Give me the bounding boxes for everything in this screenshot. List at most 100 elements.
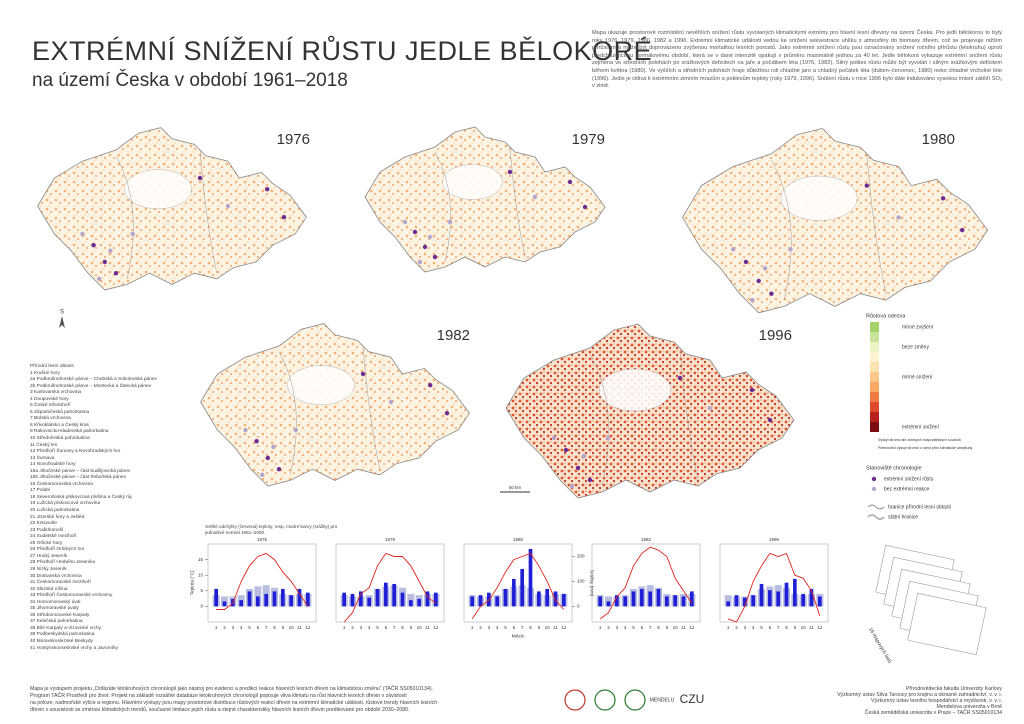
precip-bar [350, 593, 355, 607]
region-item: 5 České středohoří [30, 403, 71, 409]
x-tick-label: 10 [673, 625, 679, 630]
precip-bar [434, 592, 438, 607]
x-tick-label: 4 [368, 625, 371, 630]
lowland-area [287, 365, 355, 406]
x-tick-label: 11 [809, 625, 814, 630]
legend-label: bez extrémní reakce [884, 486, 930, 492]
chronology-site [428, 383, 433, 388]
chronology-site [225, 203, 231, 209]
lowland-area [442, 164, 503, 200]
chronology-site [756, 278, 761, 284]
footer-line: na poloze, nadmořské výšce a regionu. Hl… [30, 700, 438, 706]
subtitle: na území Česka v období 1961–2018 [32, 70, 348, 91]
chronology-site [402, 219, 408, 225]
precip-bar [306, 592, 310, 607]
x-tick-label: 4 [240, 625, 243, 630]
precip-bar [690, 591, 694, 607]
panel-frame [591, 543, 701, 623]
y-tick-label: 15 [198, 557, 204, 562]
precip-bar [264, 593, 268, 607]
x-tick-label: 3 [232, 625, 235, 630]
x-tick-label: 9 [282, 625, 285, 630]
legend-note: Potenciální výskyt stromu v rámci jeho k… [878, 446, 972, 450]
map [505, 323, 795, 499]
x-tick-label: 5 [760, 625, 763, 630]
region-item: 19 Lužická pískovcová vrchovina [30, 501, 101, 507]
region-item: 30 Drahanská vrchovina [30, 573, 82, 579]
y-tick-label: 0 [200, 604, 203, 609]
x-tick-label: 8 [657, 625, 660, 630]
x-tick-label: 8 [785, 625, 788, 630]
region-item: 23 Podkrkonoší [30, 527, 64, 533]
region-item: 21 Jizerské hory a Ještěd [30, 514, 85, 520]
map [200, 323, 470, 487]
chronology-site [427, 234, 433, 240]
chronology-site [97, 276, 102, 281]
logo-text: MENDELU [650, 697, 675, 703]
precip-bar [409, 600, 413, 607]
climate-note: Světlé odchylky (červená) teploty, resp.… [205, 524, 338, 535]
x-tick-label: 11 [297, 625, 302, 630]
region-item: 24 Sudetské mezihoří [30, 534, 77, 540]
map-year: 1982 [437, 327, 470, 344]
x-tick-label: 5 [248, 625, 251, 630]
country-shape [681, 127, 989, 314]
precip-bar [681, 596, 686, 607]
map-year: 1979 [572, 131, 605, 148]
x-tick-label: 10 [289, 625, 295, 630]
precip-bar [375, 588, 380, 607]
region-item: 8 Křivoklátsko a Český kras [30, 422, 89, 428]
region-item: 27 Hrubý Jeseník [30, 553, 68, 559]
precip-bar [743, 597, 747, 607]
chronology-site [507, 169, 513, 175]
chronology-site [243, 427, 248, 433]
region-item: 31 Českomoravské mezihoří [30, 580, 91, 586]
x-axis-label: Měsíc [512, 633, 525, 639]
region-item: 20 Lužická pahorkatina [30, 508, 80, 514]
x-tick-label: 1 [599, 625, 602, 630]
x-tick-label: 5 [376, 625, 379, 630]
temperature-line [216, 552, 309, 610]
x-tick-label: 1 [471, 625, 474, 630]
precip-bar [289, 595, 293, 607]
map-year: 1976 [277, 131, 310, 148]
region-item: 4 Doupovské hory [30, 396, 69, 402]
precip-bar [392, 583, 396, 607]
footer-line: Výzkumný ústav Silva Taroucy pro krajinu… [837, 692, 1002, 698]
precip-bar [537, 591, 541, 607]
x-tick-label: 6 [385, 625, 388, 630]
region-item: 14 Novohradské hory [30, 462, 76, 468]
panel-year: 1976 [257, 537, 268, 542]
precip-bar [606, 601, 611, 607]
x-tick-label: 3 [488, 625, 491, 630]
region-item: 2a Podkrušnohorské pánve – Chebská a Sok… [30, 377, 157, 383]
x-tick-label: 7 [521, 625, 524, 630]
chronology-site [581, 453, 587, 459]
x-tick-label: 6 [513, 625, 516, 630]
legend-label: hranice přírodní lesní oblasti [888, 504, 951, 510]
temperature-line [471, 552, 565, 620]
precip-bar [623, 596, 627, 607]
region-item: 32 Slezská nížina [30, 586, 68, 592]
overview-label: 16 mapových listů [867, 626, 893, 664]
legend-line [867, 504, 885, 510]
panel-frame [207, 543, 317, 623]
map [364, 126, 606, 273]
precip-bar [784, 582, 789, 607]
x-tick-label: 10 [417, 625, 423, 630]
precip-bar [256, 596, 260, 607]
x-tick-label: 5 [632, 625, 635, 630]
precip-bar [512, 578, 516, 607]
chronology-site [130, 231, 135, 237]
region-item: 6 Západočeská pahorkatina [30, 409, 90, 415]
region-item: 26 Předhoří Orlických hor [30, 547, 85, 553]
map-year: 1996 [759, 327, 792, 344]
footer-line: Česká zemědělská univerzita v Praze – TA… [864, 710, 1002, 716]
precip-bar [247, 591, 252, 607]
country-shape [505, 323, 795, 499]
precip-bar [359, 591, 363, 607]
legend-label: extrémní snížení [902, 424, 940, 430]
region-item: 2b Podkrušnohorské pánve – Mostecká a Ža… [30, 383, 152, 389]
precip-bar [384, 582, 388, 607]
x-tick-label: 9 [538, 625, 541, 630]
